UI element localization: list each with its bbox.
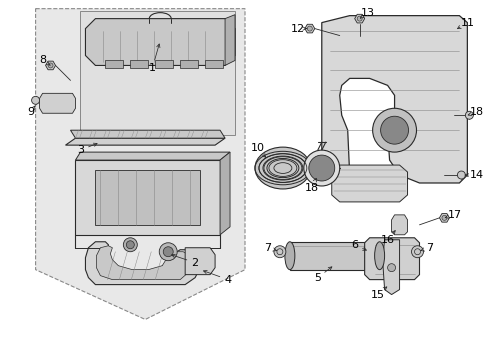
Polygon shape — [391, 215, 407, 235]
Ellipse shape — [285, 242, 294, 270]
Text: 1: 1 — [148, 63, 156, 73]
Circle shape — [411, 246, 423, 258]
Ellipse shape — [374, 242, 384, 270]
Polygon shape — [382, 240, 399, 294]
Polygon shape — [180, 60, 198, 68]
Text: 9: 9 — [27, 107, 34, 117]
Circle shape — [308, 155, 334, 181]
Polygon shape — [40, 93, 75, 113]
Polygon shape — [220, 152, 229, 235]
Text: 13: 13 — [360, 8, 374, 18]
Polygon shape — [354, 14, 364, 23]
Text: 17: 17 — [447, 210, 461, 220]
Text: 4: 4 — [224, 275, 231, 285]
Polygon shape — [70, 130, 224, 138]
Polygon shape — [45, 61, 56, 70]
Polygon shape — [75, 152, 229, 160]
Circle shape — [273, 246, 285, 258]
Polygon shape — [364, 238, 419, 280]
Text: 3: 3 — [77, 145, 84, 155]
Circle shape — [306, 26, 312, 31]
Circle shape — [123, 238, 137, 252]
Polygon shape — [304, 24, 314, 33]
Text: 18: 18 — [469, 107, 484, 117]
Polygon shape — [224, 15, 235, 66]
Text: 10: 10 — [250, 143, 264, 153]
Circle shape — [32, 96, 40, 104]
Polygon shape — [204, 60, 223, 68]
Text: 2: 2 — [191, 258, 198, 268]
Text: 5: 5 — [314, 273, 321, 283]
Text: 16: 16 — [380, 235, 394, 245]
Circle shape — [303, 150, 339, 186]
Ellipse shape — [254, 147, 310, 189]
Polygon shape — [439, 213, 448, 222]
Polygon shape — [85, 242, 200, 285]
Circle shape — [356, 16, 362, 21]
Polygon shape — [185, 248, 215, 275]
Polygon shape — [105, 60, 123, 68]
Circle shape — [387, 264, 395, 272]
Text: 7: 7 — [425, 243, 432, 253]
Text: 6: 6 — [350, 240, 357, 250]
Polygon shape — [75, 160, 220, 235]
Text: 12: 12 — [290, 24, 305, 33]
Polygon shape — [331, 165, 407, 202]
Text: 8: 8 — [39, 55, 46, 66]
Polygon shape — [85, 19, 235, 66]
Text: 15: 15 — [370, 289, 384, 300]
Circle shape — [48, 63, 53, 68]
Polygon shape — [155, 60, 173, 68]
Circle shape — [163, 247, 173, 257]
Polygon shape — [36, 9, 244, 319]
Polygon shape — [81, 11, 235, 135]
Polygon shape — [65, 138, 224, 145]
Circle shape — [465, 111, 472, 119]
Polygon shape — [96, 246, 192, 280]
Circle shape — [159, 243, 177, 261]
Circle shape — [380, 116, 407, 144]
Polygon shape — [321, 15, 467, 183]
Text: 14: 14 — [469, 170, 484, 180]
Polygon shape — [95, 170, 200, 225]
Text: 11: 11 — [459, 18, 473, 28]
Text: 18: 18 — [304, 183, 318, 193]
Polygon shape — [130, 60, 148, 68]
Text: 7: 7 — [264, 243, 271, 253]
Polygon shape — [289, 242, 379, 270]
Circle shape — [456, 171, 465, 179]
Circle shape — [126, 241, 134, 249]
Circle shape — [441, 215, 446, 220]
Circle shape — [372, 108, 416, 152]
